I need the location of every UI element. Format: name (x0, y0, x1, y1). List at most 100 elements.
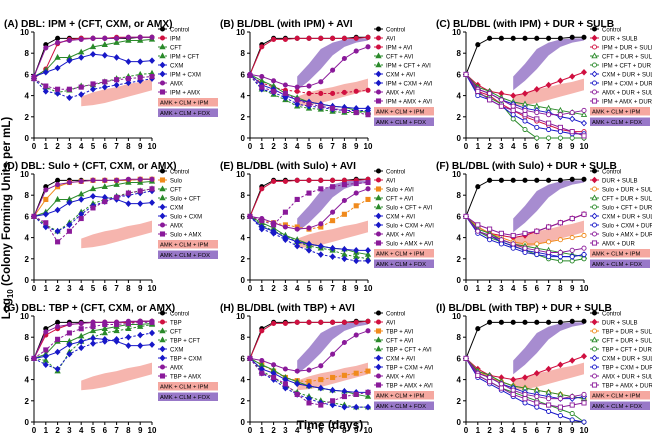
legend: Control AVI Sulo + AVI CFT + AVI Sulo + CFT … (374, 168, 434, 268)
x-tick-label: 10 (364, 284, 373, 293)
data-point (498, 177, 504, 183)
data-point (78, 196, 85, 203)
data-point (318, 103, 324, 109)
data-point (113, 181, 120, 187)
legend-marker (159, 222, 166, 228)
data-point (487, 319, 493, 325)
y-axis-label: Log10 (Colony Forming Units per mL) (1, 117, 15, 320)
legend-marker (159, 336, 166, 343)
data-point (31, 76, 37, 82)
y-tick-label: 10 (20, 28, 29, 37)
data-point (43, 187, 49, 193)
data-point (78, 326, 84, 332)
data-point (54, 206, 61, 214)
legend-label: AMX + DUR (602, 241, 636, 247)
x-tick-label: 4 (511, 426, 516, 435)
data-point (294, 319, 300, 325)
data-point (90, 35, 96, 41)
data-point (569, 115, 576, 123)
data-point (522, 230, 528, 236)
y-tick-label: 10 (20, 312, 29, 321)
data-point (317, 242, 324, 250)
series-amx-avi (247, 186, 371, 232)
data-point (31, 213, 37, 219)
data-point (66, 221, 73, 229)
legend-marker (375, 231, 382, 237)
y-tick-label: 2 (457, 397, 462, 406)
data-point (581, 211, 587, 217)
data-point (475, 372, 481, 378)
legend-band-box (158, 250, 218, 259)
x-tick-label: 0 (464, 142, 469, 151)
data-point (330, 35, 336, 41)
data-point (78, 215, 84, 222)
x-tick-label: 1 (260, 426, 265, 435)
data-point (282, 94, 289, 101)
y-tick-label: 4 (457, 234, 462, 243)
data-point (55, 239, 61, 245)
data-point (54, 195, 61, 202)
legend-band-box (374, 117, 434, 126)
legend-marker (591, 336, 598, 343)
data-point (580, 111, 588, 117)
legend-label: IPM + CFT + AVI (386, 63, 431, 69)
data-point (546, 408, 552, 414)
legend-marker (591, 382, 598, 388)
data-point (66, 228, 72, 234)
legend-label: Sulo + CXM (170, 214, 202, 220)
legend-band-label: AMK + CLM + IPM (376, 110, 424, 116)
legend-label: CFT + AVI (386, 54, 414, 60)
legend-band-label: AMK + CLM + IPM (376, 394, 424, 400)
legend-marker (375, 52, 382, 59)
data-point (534, 135, 540, 141)
data-point (487, 379, 493, 385)
data-point (294, 100, 301, 108)
data-point (341, 339, 347, 346)
legend-marker (159, 177, 166, 183)
legend-label: Sulo + AMX (170, 232, 202, 238)
data-point (43, 220, 49, 226)
legend-marker (591, 231, 598, 237)
data-point (102, 199, 108, 205)
legend-label: TBP + CXM (170, 356, 202, 362)
data-point (78, 338, 85, 345)
y-tick-label: 10 (452, 28, 461, 37)
legend-band-label: AMK + CLM + IPM (376, 252, 424, 258)
legend-label: CXM (170, 347, 183, 353)
data-point (569, 394, 575, 400)
series-sulo-amx-avi (247, 179, 371, 228)
legend-marker (375, 203, 382, 210)
data-point (581, 391, 587, 397)
legend-label: Sulo + AMX + DUR (602, 232, 652, 238)
legend-marker (591, 194, 598, 201)
series-line (249, 75, 368, 111)
data-point (364, 403, 372, 411)
data-point (113, 81, 120, 89)
data-point (510, 319, 516, 325)
data-point (306, 225, 312, 231)
legend-marker (375, 354, 382, 362)
legend-marker (159, 35, 166, 41)
data-point (318, 186, 324, 192)
data-point (306, 90, 312, 97)
x-tick-label: 0 (248, 284, 253, 293)
legend-marker (375, 328, 382, 334)
data-point (306, 35, 312, 41)
x-tick-label: 7 (114, 142, 119, 151)
legend-label: IPM + CXM + AVI (386, 81, 433, 87)
data-point (569, 176, 575, 182)
data-point (475, 93, 481, 99)
x-tick-label: 5 (307, 142, 312, 151)
series-tbp-cxm (30, 329, 156, 373)
data-point (557, 77, 564, 85)
legend-label: Control (170, 311, 189, 317)
x-tick-label: 9 (138, 426, 143, 435)
legend-label: DUR + SULB (602, 320, 638, 326)
data-point (330, 209, 336, 215)
legend-band-box (158, 240, 218, 249)
panel-I: (I) BL/DBL (with TBP) + DUR + SULB 0 2 4 6 8 1… (436, 303, 652, 435)
y-tick-label: 0 (457, 276, 462, 285)
x-tick-label: 3 (67, 284, 72, 293)
y-tick-label: 4 (25, 92, 30, 101)
legend-band-box (158, 392, 218, 401)
